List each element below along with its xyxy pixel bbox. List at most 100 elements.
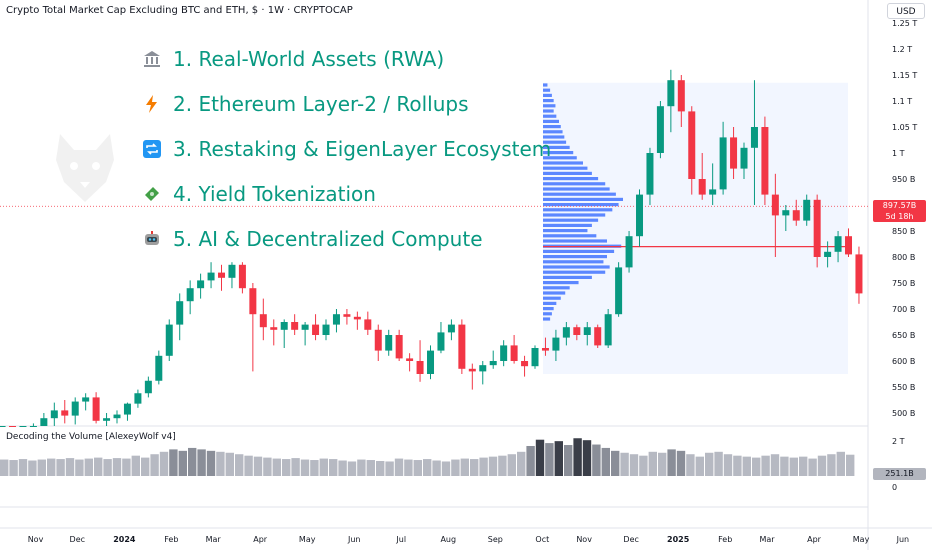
candle-body [855,254,863,294]
candle-body [594,327,602,346]
volume-profile-bin [543,307,554,311]
volume-bar [695,456,704,476]
x-tick-label: Mar [206,535,222,544]
volume-bar [37,459,46,476]
y-tick-label: 1.2 T [892,45,912,54]
volume-profile-bin [543,104,556,108]
volume-bar [272,458,281,476]
x-tick-label: Apr [807,535,822,544]
volume-bar [592,444,601,476]
list-item-label: 1. Real-World Assets (RWA) [173,47,445,71]
candle-body [510,345,518,361]
volume-bar [611,450,620,476]
volume-bar [761,455,770,476]
volume-bar [159,451,169,476]
volume-bar [357,459,366,476]
x-tick-label: Feb [718,535,732,544]
volume-bar [441,461,451,476]
money-icon [143,185,161,203]
candle-body [144,380,152,394]
volume-bar [413,460,422,476]
candle-body [750,127,758,148]
candle-body [259,314,267,328]
chart-title: Crypto Total Market Cap Excluding BTC an… [6,5,353,16]
candle-body [604,314,612,346]
volume-profile-bin [543,119,559,123]
volume-profile-bin [543,286,570,290]
volume-profile-bin [543,281,579,285]
candle-body [552,337,560,351]
volume-bar [770,454,780,476]
y-tick-label: 550 B [892,383,915,392]
volume-profile-bin [543,130,563,134]
x-tick-label: May [853,535,870,544]
volume-profile-bin [543,93,552,97]
x-tick-label: Nov [28,535,44,544]
candle-body [92,397,100,421]
volume-bar [319,458,328,476]
candle-body [740,147,748,169]
candle-body [761,127,769,195]
candle-body [656,106,664,153]
candle-body [447,324,455,333]
volume-profile-bin [543,208,613,212]
candle-body [771,194,779,216]
candle-body [667,80,675,107]
volume-bar [573,438,582,476]
volume-bar [338,460,347,476]
candle-body [489,361,497,366]
volume-tick-label: 2 T [892,437,905,446]
y-tick-label: 1.05 T [892,123,917,132]
volume-bar [432,460,441,476]
currency-selector[interactable]: USD [887,3,925,19]
y-tick-label: 1.1 T [892,97,912,106]
y-tick-label: 950 B [892,175,915,184]
y-tick-label: 500 B [892,409,915,418]
volume-bar [28,460,37,476]
volume-profile-bin [543,223,592,227]
x-tick-label: Feb [164,535,178,544]
y-tick-label: 1.15 T [892,71,917,80]
volume-bar [263,457,272,476]
list-item-label: 4. Yield Tokenization [173,182,376,206]
candle-body [458,324,466,369]
volume-bar [376,460,385,476]
candle-body [155,355,163,381]
volume-bar [507,454,516,476]
candle-body [113,414,121,419]
candle-body [123,403,131,415]
candle-body [782,210,790,216]
volume-profile-bin [543,213,606,217]
candle-body [479,365,487,372]
volume-bar [535,439,545,476]
volume-bar [94,457,103,476]
candle-body [19,426,27,427]
candle-body [709,189,717,195]
volume-profile-bin [543,135,565,139]
candle-body [803,199,811,221]
volume-bar [244,455,253,476]
candle-body [270,327,278,330]
volume-bar [526,445,535,476]
candle-body [824,251,832,257]
volume-profile-bin [543,161,583,165]
x-tick-label: Jul [395,535,406,544]
volume-profile-bin [543,249,615,253]
candle-body [29,426,37,427]
candle-body [238,264,246,289]
volume-bar [564,445,573,476]
x-tick-label: Dec [70,535,85,544]
volume-profile-bin [543,140,567,144]
volume-bar [18,459,28,476]
volume-bar [479,457,488,476]
volume-bar [451,459,460,476]
list-item-label: 3. Restaking & EigenLayer Ecosystem [173,137,552,161]
candle-body [207,272,215,281]
candle-body [834,236,842,252]
x-tick-label: Aug [440,535,456,544]
candle-body [61,410,69,416]
candle-body [176,301,184,325]
volume-bar [112,458,122,476]
volume-bar [225,452,234,476]
